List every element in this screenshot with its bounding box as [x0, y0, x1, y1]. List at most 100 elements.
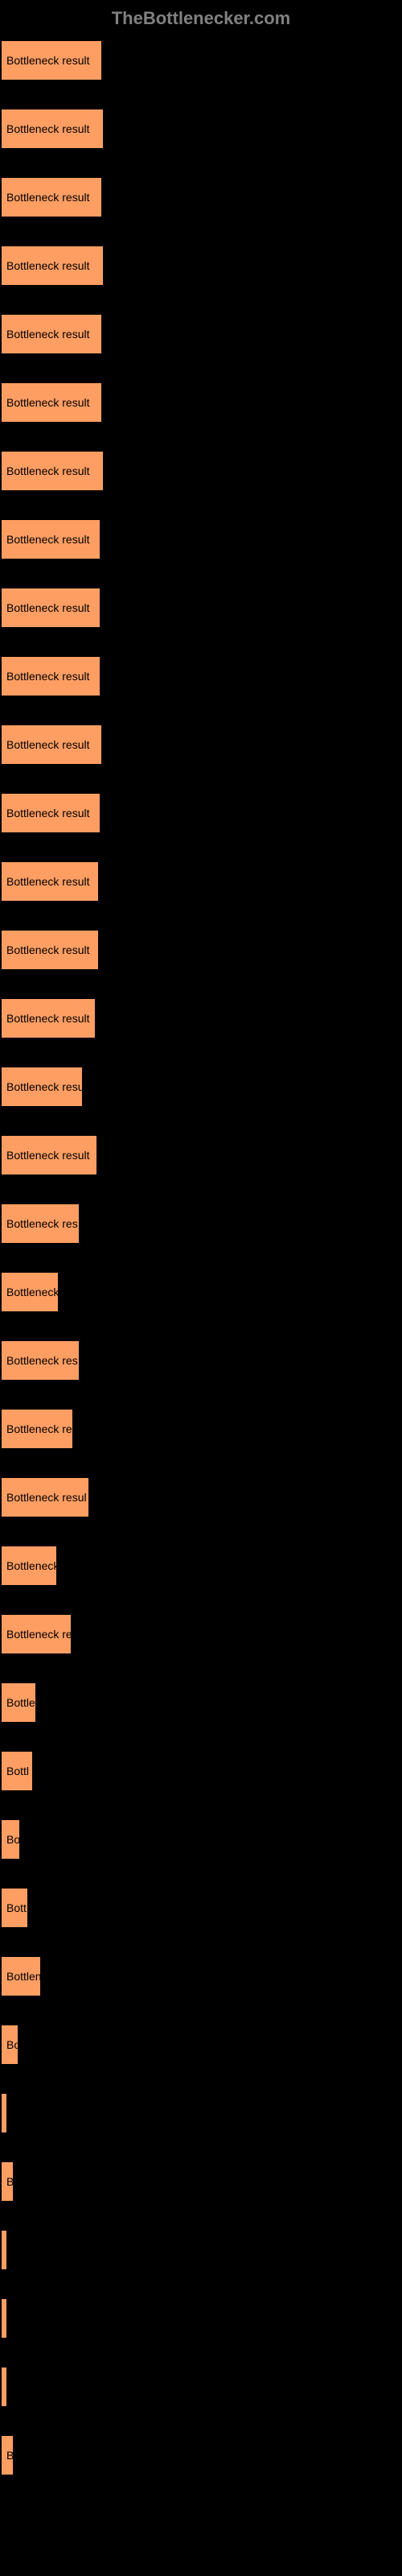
- bar-label: Bottleneck result: [6, 54, 90, 67]
- bar-row: B: [2, 2436, 402, 2475]
- chart-bar: Bottleneck result: [2, 178, 101, 217]
- bar-row: [2, 2299, 402, 2338]
- bar-row: Bottleneck result: [2, 794, 402, 832]
- bar-label: Bottlen: [6, 1970, 40, 1983]
- chart-bar: Bottleneck re: [2, 1410, 72, 1448]
- site-logo: TheBottlenecker.com: [0, 8, 402, 29]
- chart-bar: Bottleneck res: [2, 1341, 79, 1380]
- bar-row: Bo: [2, 1820, 402, 1859]
- chart-bar: Bottleneck resul: [2, 1478, 88, 1517]
- bar-row: Bottleneck result: [2, 246, 402, 285]
- chart-bar: Bottleneck result: [2, 1136, 96, 1174]
- bar-row: Bottleneck resu: [2, 1067, 402, 1106]
- bar-label: Bo: [6, 2038, 18, 2051]
- chart-bar: Bottleneck result: [2, 383, 101, 422]
- bar-row: Bottleneck result: [2, 315, 402, 353]
- chart-bar: B: [2, 2162, 13, 2201]
- bar-row: Bottleneck res: [2, 1341, 402, 1380]
- bar-label: Bottleneck result: [6, 670, 90, 683]
- bar-label: B: [6, 2175, 13, 2188]
- bar-row: Bo: [2, 2025, 402, 2064]
- chart-bar: Bottleneck result: [2, 246, 103, 285]
- chart-bar: Bottleneck result: [2, 862, 98, 901]
- bar-row: [2, 2368, 402, 2406]
- bar-row: Bott: [2, 1889, 402, 1927]
- bar-label: Bottleneck res: [6, 1217, 78, 1230]
- bar-row: Bottleneck result: [2, 383, 402, 422]
- chart-bar: Bottleneck result: [2, 931, 98, 969]
- bar-row: Bottl: [2, 1752, 402, 1790]
- bar-row: Bottleneck result: [2, 452, 402, 490]
- bar-row: Bottleneck result: [2, 931, 402, 969]
- bar-label: Bottleneck result: [6, 122, 90, 135]
- bar-row: Bottleneck result: [2, 41, 402, 80]
- chart-bar: Bottleneck result: [2, 109, 103, 148]
- bar-label: B: [6, 2449, 13, 2462]
- bar-label: Bottleneck result: [6, 328, 90, 341]
- bar-row: [2, 2094, 402, 2132]
- bar-row: Bottleneck result: [2, 178, 402, 217]
- chart-bar: Bottleneck result: [2, 657, 100, 696]
- bar-label: Bottleneck result: [6, 191, 90, 204]
- bar-row: Bottlen: [2, 1957, 402, 1996]
- chart-bar: Bottl: [2, 1752, 32, 1790]
- bar-label: Bottle: [6, 1696, 35, 1709]
- chart-bar: Bottleneck resu: [2, 1067, 82, 1106]
- bar-label: Bottleneck result: [6, 601, 90, 614]
- chart-bar: Bottleneck result: [2, 725, 101, 764]
- bar-row: Bottleneck res: [2, 1204, 402, 1243]
- bar-row: Bottleneck re: [2, 1615, 402, 1653]
- bar-label: Bottleneck result: [6, 533, 90, 546]
- bar-label: Bottleneck re: [6, 1628, 71, 1641]
- chart-bar: [2, 2368, 6, 2406]
- bar-row: Bottle: [2, 1683, 402, 1722]
- chart-bar: [2, 2231, 6, 2269]
- bar-label: Bottleneck result: [6, 738, 90, 751]
- bar-row: Bottleneck: [2, 1546, 402, 1585]
- bar-row: Bottleneck result: [2, 725, 402, 764]
- chart-bar: Bottle: [2, 1683, 35, 1722]
- bar-row: Bottleneck result: [2, 588, 402, 627]
- bar-row: Bottleneck resul: [2, 1478, 402, 1517]
- bar-label: Bottleneck result: [6, 943, 90, 956]
- bar-row: Bottleneck result: [2, 520, 402, 559]
- chart-bar: [2, 2299, 6, 2338]
- chart-bar: Bottleneck result: [2, 520, 100, 559]
- bar-label: Bottleneck result: [6, 396, 90, 409]
- bar-row: Bottleneck result: [2, 999, 402, 1038]
- bar-label: Bottleneck result: [6, 875, 90, 888]
- chart-bar: [2, 2094, 6, 2132]
- bar-label: Bottleneck: [6, 1286, 58, 1298]
- bar-row: [2, 2231, 402, 2269]
- bar-row: Bottleneck: [2, 1273, 402, 1311]
- chart-bar: Bottleneck result: [2, 315, 101, 353]
- bar-row: Bottleneck result: [2, 1136, 402, 1174]
- chart-bar: Bottleneck: [2, 1546, 56, 1585]
- bar-label: Bottleneck: [6, 1559, 56, 1572]
- bar-label: Bo: [6, 1833, 19, 1846]
- chart-bar: Bottleneck res: [2, 1204, 79, 1243]
- bar-label: Bottleneck result: [6, 807, 90, 819]
- bar-label: Bottl: [6, 1765, 29, 1777]
- chart-bar: Bottleneck result: [2, 999, 95, 1038]
- bar-row: Bottleneck re: [2, 1410, 402, 1448]
- chart-bar: Bottleneck result: [2, 794, 100, 832]
- bar-row: Bottleneck result: [2, 862, 402, 901]
- bar-label: Bottleneck result: [6, 1012, 90, 1025]
- bar-label: Bottleneck resu: [6, 1080, 82, 1093]
- bar-label: Bott: [6, 1901, 27, 1914]
- chart-bar: Bo: [2, 1820, 19, 1859]
- chart-bar: Bottlen: [2, 1957, 40, 1996]
- bar-label: Bottleneck result: [6, 464, 90, 477]
- chart-bar: Bottleneck result: [2, 41, 101, 80]
- bar-label: Bottleneck resul: [6, 1491, 87, 1504]
- bar-row: Bottleneck result: [2, 109, 402, 148]
- chart-bar: B: [2, 2436, 13, 2475]
- bottleneck-chart: Bottleneck result Bottleneck result Bottle…: [0, 41, 402, 2475]
- chart-bar: Bo: [2, 2025, 18, 2064]
- chart-bar: Bott: [2, 1889, 27, 1927]
- bar-label: Bottleneck re: [6, 1422, 72, 1435]
- chart-bar: Bottleneck result: [2, 452, 103, 490]
- bar-row: B: [2, 2162, 402, 2201]
- bar-row: Bottleneck result: [2, 657, 402, 696]
